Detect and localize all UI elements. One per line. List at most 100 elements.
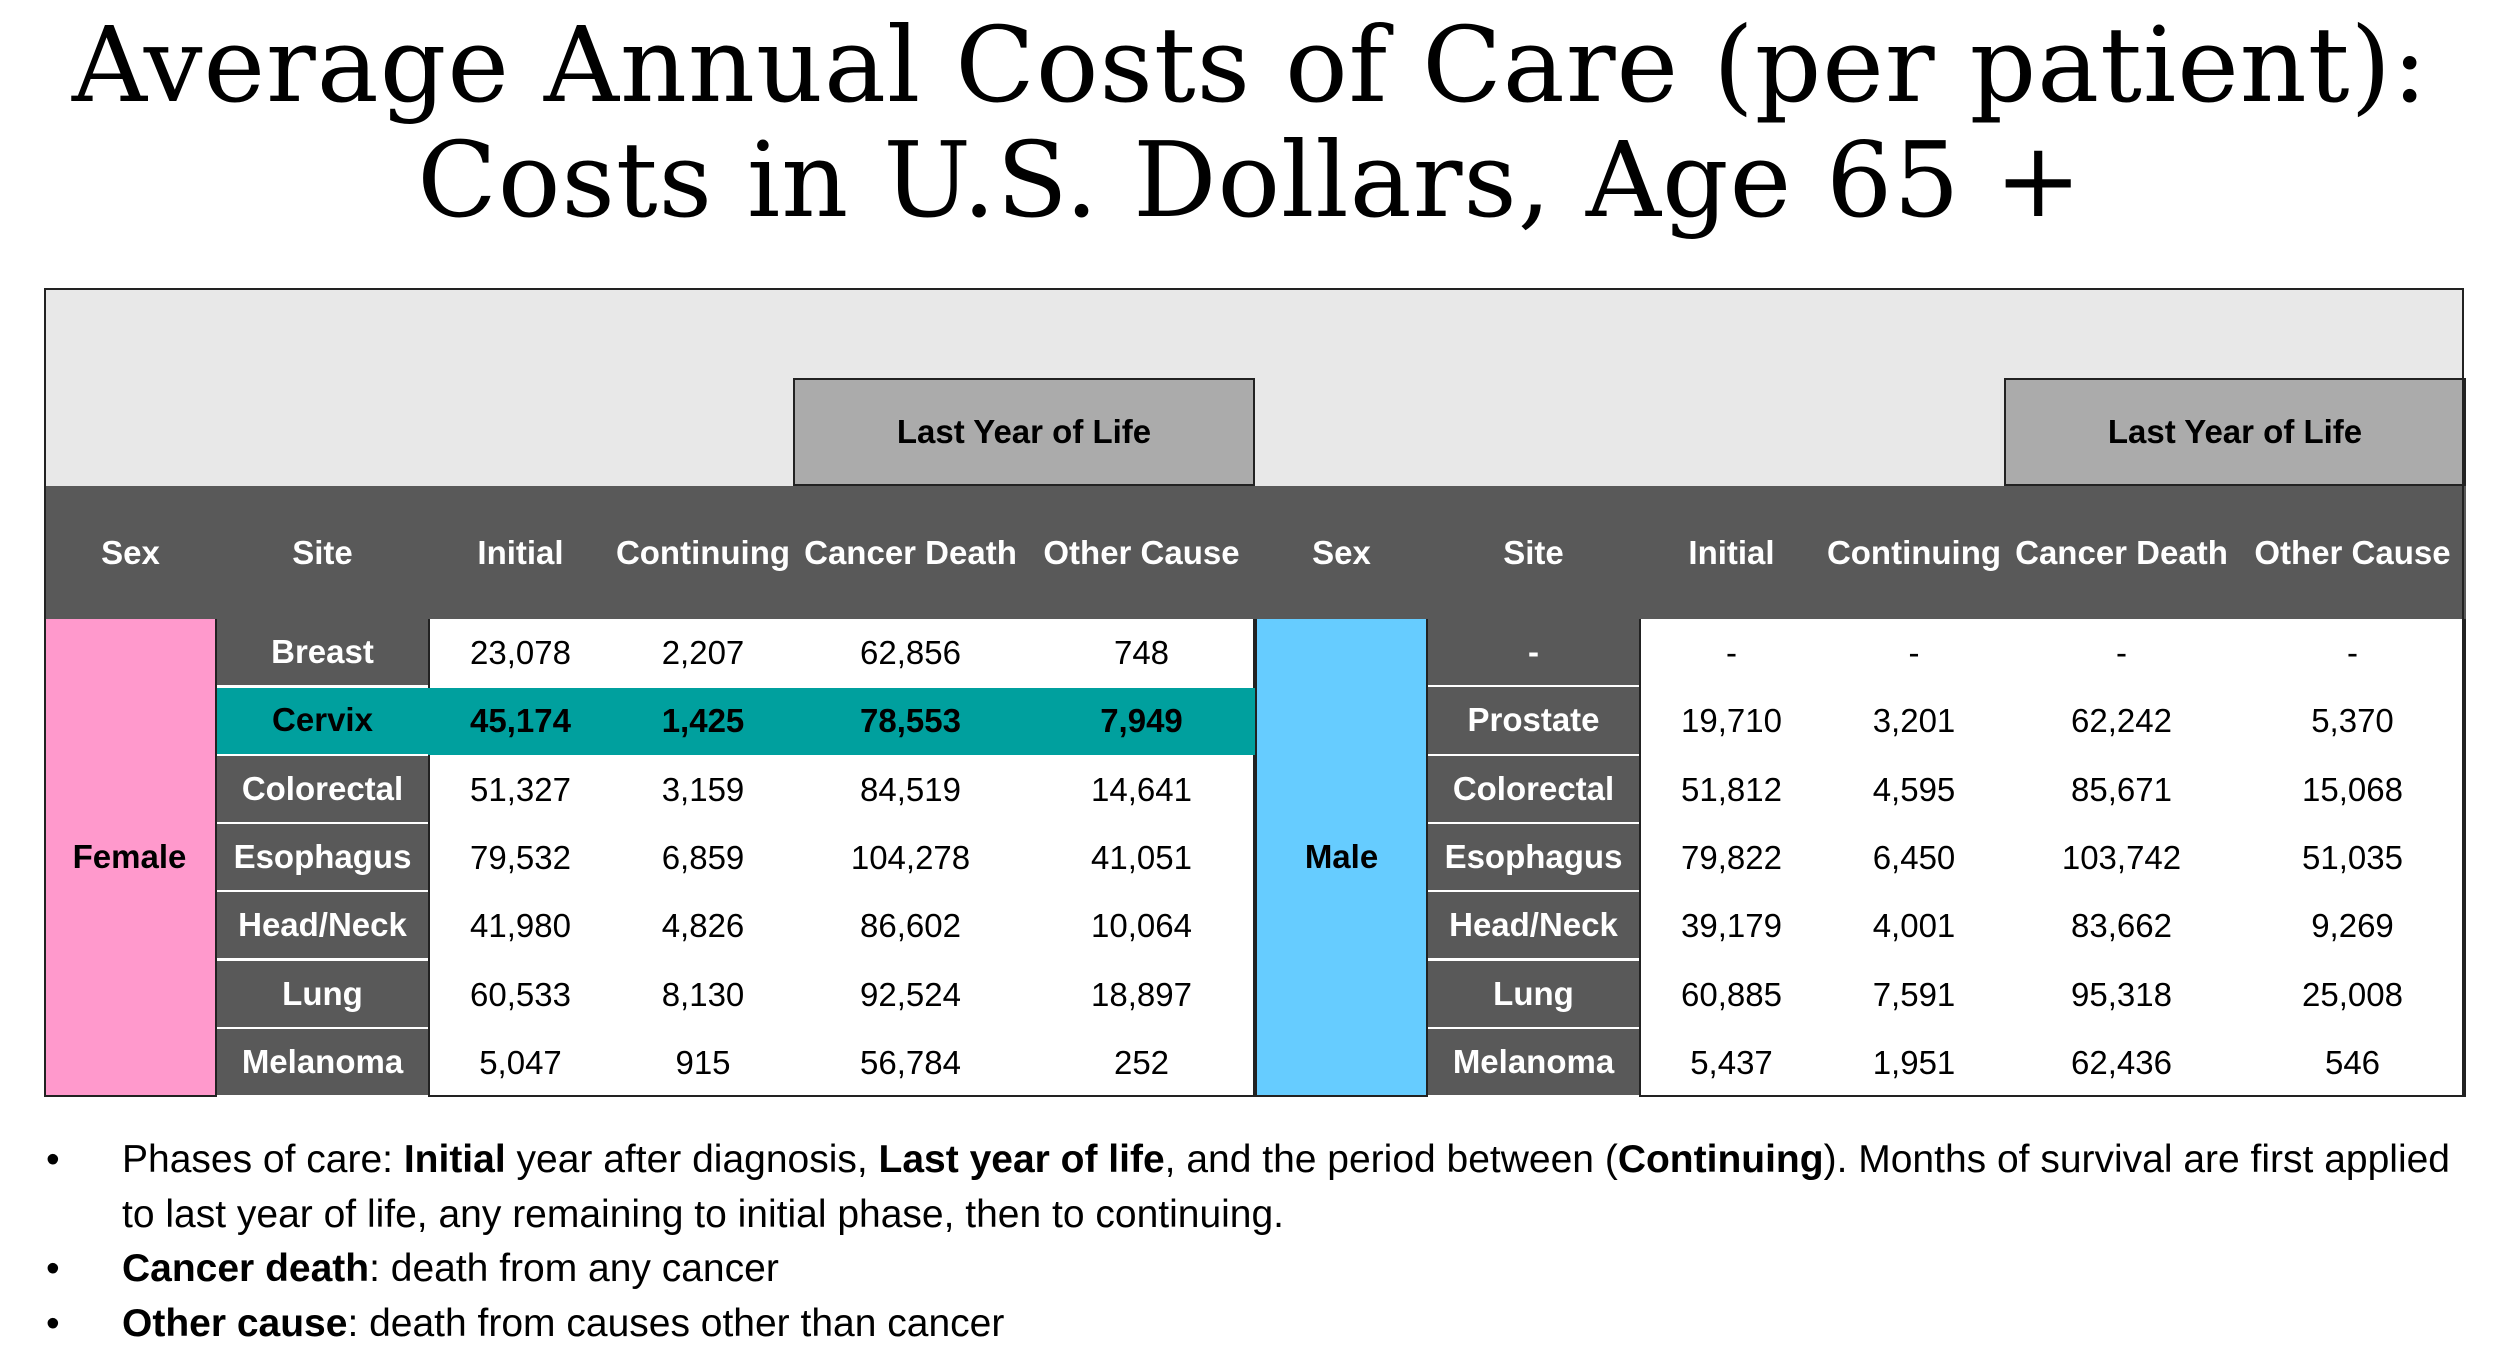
col-header-other-cause: Other Cause (1028, 486, 1255, 619)
value-cell-continuing: 4,595 (1872, 770, 1956, 808)
value-cell-other-cause: - (2347, 634, 2358, 672)
value-cell-cancer-death: 103,742 (2061, 839, 2182, 877)
sex-cell-male: Male (1255, 619, 1428, 1098)
value-cell-other-cause: 41,051 (1091, 839, 1192, 877)
value-cell-continuing: 1,951 (1872, 1043, 1956, 1081)
bullet: • (46, 1138, 60, 1181)
value-cell-other-cause: 25,008 (2302, 975, 2403, 1013)
note-part: Last year of life (878, 1138, 1165, 1181)
site-cell: Esophagus (1428, 823, 1639, 893)
note-cancer-death: • Cancer death: death from any cancer (44, 1242, 2464, 1297)
col-header-site: Site (1428, 486, 1639, 619)
col-header-initial: Initial (1639, 486, 1824, 619)
col-header-sex: Sex (1255, 486, 1428, 619)
value-cell-other-cause: 9,269 (2311, 907, 2394, 945)
value-cell-initial: 23,078 (470, 634, 571, 672)
value-cell-other-cause: 14,641 (1091, 770, 1192, 808)
frame-right (2462, 288, 2464, 1098)
footnotes: • Phases of care: Initial year after dia… (44, 1133, 2464, 1351)
value-cell-continuing: 8,130 (661, 975, 745, 1013)
col-header-cancer-death: Cancer Death (793, 486, 1028, 619)
note-part: Phases of care: (122, 1138, 404, 1181)
value-cell-initial: - (1726, 634, 1737, 672)
site-cell: Colorectal (217, 755, 428, 824)
frame-left (44, 486, 46, 1098)
value-cell-initial: 60,885 (1681, 975, 1782, 1013)
value-cell-other-cause: 252 (1113, 1043, 1170, 1081)
site-cell: Colorectal (1428, 755, 1639, 824)
note-other-cause: • Other cause: death from causes other t… (44, 1297, 2464, 1352)
value-cell-continuing: 915 (675, 1043, 731, 1081)
value-cell-cancer-death: - (2116, 634, 2127, 672)
site-cell: Lung (217, 960, 428, 1029)
bullet: • (46, 1301, 60, 1345)
note-cancer-death-text: Cancer death: death from any cancer (122, 1242, 2464, 1297)
col-header-initial: Initial (428, 486, 613, 619)
value-cell-other-cause: 7,949 (1100, 702, 1183, 740)
site-cell: Head/Neck (217, 892, 428, 961)
value-cell-cancer-death: 84,519 (860, 770, 961, 808)
bullet: • (46, 1247, 60, 1290)
value-cell-continuing: 2,207 (661, 634, 745, 672)
highlight-row (217, 688, 1255, 755)
site-cell: - (1428, 619, 1639, 688)
value-cell-other-cause: 546 (2324, 1043, 2381, 1081)
value-cell-initial: 51,812 (1681, 770, 1782, 808)
site-cell: Head/Neck (1428, 892, 1639, 961)
value-cell-continuing: 3,159 (661, 770, 745, 808)
page-title: Average Annual Costs of Care (per patien… (0, 8, 2500, 238)
col-header-sex: Sex (44, 486, 217, 619)
value-cell-other-cause: 51,035 (2302, 839, 2403, 877)
value-cell-cancer-death: 83,662 (2071, 907, 2172, 945)
value-cell-cancer-death: 78,553 (860, 702, 961, 740)
value-cell-cancer-death: 104,278 (850, 839, 971, 877)
value-cell-continuing: 3,201 (1872, 702, 1956, 740)
col-header-site: Site (217, 486, 428, 619)
title-line-1: Average Annual Costs of Care (per patien… (71, 4, 2429, 126)
value-cell-cancer-death: 62,242 (2071, 702, 2172, 740)
value-cell-cancer-death: 92,524 (860, 975, 961, 1013)
value-cell-cancer-death: 86,602 (860, 907, 961, 945)
note-phases-text: Phases of care: Initial year after diagn… (122, 1133, 2464, 1242)
site-cell: Breast (217, 619, 428, 688)
sex-cell-female: Female (44, 619, 217, 1098)
col-header-other-cause: Other Cause (2239, 486, 2466, 619)
value-cell-continuing: 7,591 (1872, 975, 1956, 1013)
value-cell-initial: 45,174 (470, 702, 571, 740)
note-part: Initial (403, 1138, 506, 1181)
value-cell-continuing: 6,859 (661, 839, 745, 877)
value-cell-other-cause: 5,370 (2311, 702, 2394, 740)
value-cell-cancer-death: 62,856 (860, 634, 961, 672)
value-cell-initial: 79,532 (470, 839, 571, 877)
value-cell-other-cause: 18,897 (1091, 975, 1192, 1013)
value-cell-other-cause: 15,068 (2302, 770, 2403, 808)
value-cell-cancer-death: 95,318 (2071, 975, 2172, 1013)
value-cell-other-cause: 10,064 (1091, 907, 1192, 945)
band-last-year-of-life: Last Year of Life (793, 378, 1255, 486)
value-cell-continuing: 4,826 (661, 907, 745, 945)
value-cell-cancer-death: 62,436 (2071, 1043, 2172, 1081)
col-header-continuing: Continuing (613, 486, 793, 619)
note-part: : death from causes other than cancer (347, 1301, 1005, 1345)
value-cell-cancer-death: 56,784 (860, 1043, 961, 1081)
value-cell-cancer-death: 85,671 (2071, 770, 2172, 808)
site-cell: Melanoma (217, 1028, 428, 1098)
col-header-cancer-death: Cancer Death (2004, 486, 2239, 619)
site-cell: Esophagus (217, 823, 428, 893)
value-cell-initial: 60,533 (470, 975, 571, 1013)
value-cell-initial: 79,822 (1681, 839, 1782, 877)
value-cell-continuing: - (1908, 634, 1920, 672)
note-part: ). Months of survival are first applied … (122, 1138, 2450, 1236)
value-cell-continuing: 1,425 (661, 702, 745, 740)
note-other-cause-text: Other cause: death from causes other tha… (122, 1297, 2464, 1352)
note-part: Other cause (122, 1301, 348, 1345)
note-part: : death from any cancer (369, 1247, 779, 1290)
values-area-male (1639, 619, 2466, 1098)
value-cell-other-cause: 748 (1113, 634, 1170, 672)
site-cell: Cervix (217, 687, 428, 756)
note-part: , and the period between ( (1164, 1138, 1618, 1181)
value-cell-continuing: 6,450 (1872, 839, 1956, 877)
site-cell: Melanoma (1428, 1028, 1639, 1098)
band-last-year-of-life: Last Year of Life (2004, 378, 2466, 486)
